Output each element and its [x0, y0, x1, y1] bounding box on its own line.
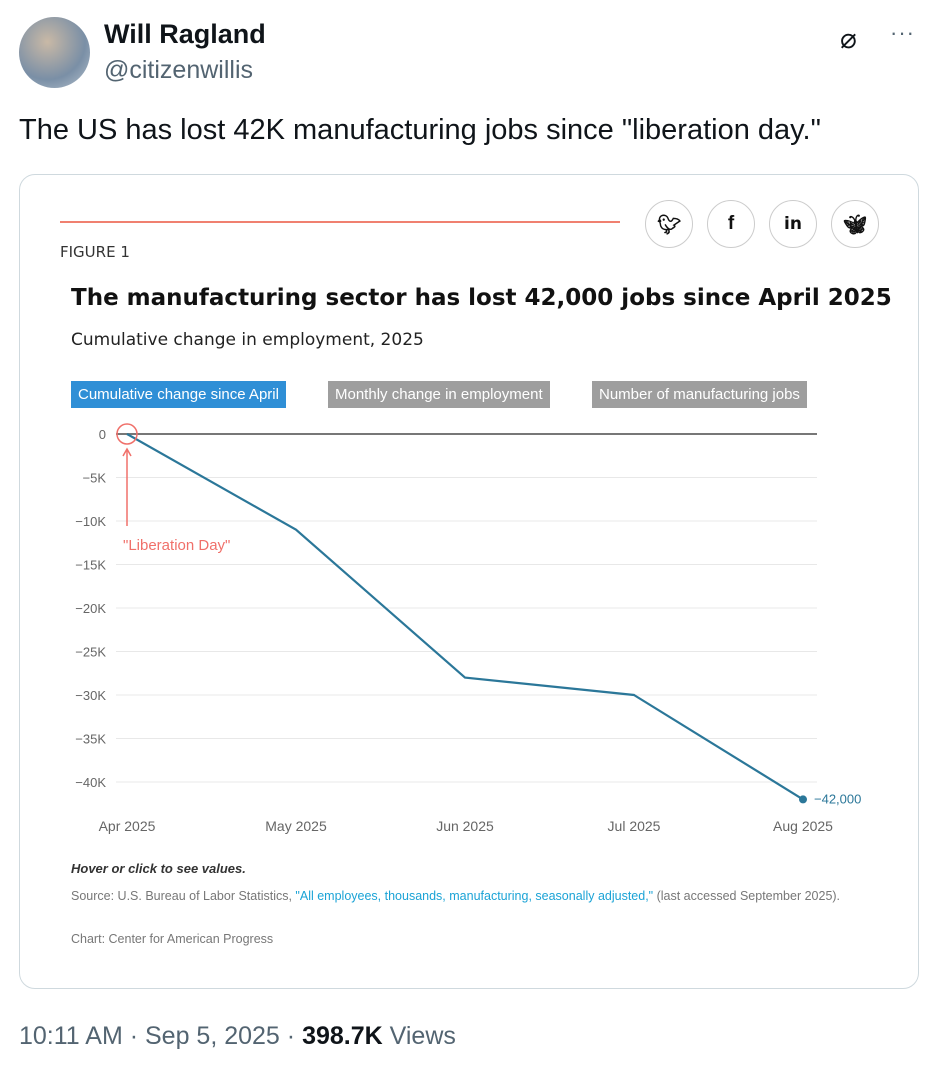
author-handle[interactable]: @citizenwillis: [104, 56, 254, 84]
y-tick-label: −35K: [75, 732, 106, 747]
y-tick-label: 0: [99, 427, 106, 442]
y-tick-label: −15K: [75, 558, 106, 573]
figure-label: FIGURE 1: [60, 243, 130, 261]
more-icon[interactable]: ···: [890, 20, 915, 45]
annotation-arrowhead: [122, 447, 132, 457]
views-label: Views: [389, 1022, 456, 1050]
y-tick-label: −10K: [75, 514, 106, 529]
view-count: 398.7K: [302, 1022, 383, 1050]
tweet-text: The US has lost 42K manufacturing jobs s…: [19, 114, 821, 146]
end-point: [799, 795, 807, 804]
y-tick-label: −30K: [75, 688, 106, 703]
chart-credit: Chart: Center for American Progress: [71, 932, 274, 946]
series-line: [126, 433, 804, 801]
source-note: Source: U.S. Bureau of Labor Statistics,…: [71, 887, 871, 906]
annotation-label: "Liberation Day": [123, 537, 230, 554]
line-chart[interactable]: 0 −5K −10K −15K −20K −25K −30K −35K −40K Apr 2025…: [20, 415, 919, 855]
annotation-circle: [116, 423, 138, 445]
author-name[interactable]: Will Ragland: [104, 19, 266, 49]
source-link[interactable]: "All employees, thousands, manufacturing…: [295, 889, 654, 903]
avatar[interactable]: [19, 17, 90, 88]
end-label: −42,000: [814, 791, 861, 806]
y-tick-label: −25K: [75, 645, 106, 660]
twitter-icon[interactable]: 🐦︎: [645, 200, 693, 248]
source-suffix: (last accessed September 2025).: [653, 889, 841, 903]
grok-icon[interactable]: ⌀: [840, 23, 857, 54]
tweet-time[interactable]: 10:11 AM: [19, 1022, 123, 1050]
x-tick-label: May 2025: [265, 818, 327, 834]
tab-jobs[interactable]: Number of manufacturing jobs: [592, 381, 807, 408]
tab-cumulative[interactable]: Cumulative change since April: [71, 381, 286, 408]
tab-monthly[interactable]: Monthly change in employment: [328, 381, 550, 408]
embedded-chart-card[interactable]: 🐦︎ f in 🦋︎ FIGURE 1 The manufacturing se…: [19, 174, 919, 989]
x-tick-label: Jun 2025: [436, 818, 494, 834]
divider: [60, 221, 620, 223]
x-tick-label: Apr 2025: [99, 818, 156, 834]
facebook-icon[interactable]: f: [707, 200, 755, 248]
y-tick-label: −40K: [75, 775, 106, 790]
y-tick-label: −20K: [75, 601, 106, 616]
chart-title: The manufacturing sector has lost 42,000…: [71, 285, 892, 311]
y-tick-label: −5K: [83, 471, 107, 486]
x-tick-label: Jul 2025: [608, 818, 661, 834]
linkedin-icon[interactable]: in: [769, 200, 817, 248]
x-tick-label: Aug 2025: [773, 818, 833, 834]
source-prefix: Source: U.S. Bureau of Labor Statistics,: [71, 889, 296, 903]
bluesky-icon[interactable]: 🦋︎: [831, 200, 879, 248]
tweet-date[interactable]: Sep 5, 2025: [145, 1022, 280, 1050]
chart-subtitle: Cumulative change in employment, 2025: [71, 330, 424, 350]
hover-note: Hover or click to see values.: [71, 861, 246, 876]
tweet-meta: 10:11 AM · Sep 5, 2025 · 398.7K Views: [19, 1022, 456, 1050]
